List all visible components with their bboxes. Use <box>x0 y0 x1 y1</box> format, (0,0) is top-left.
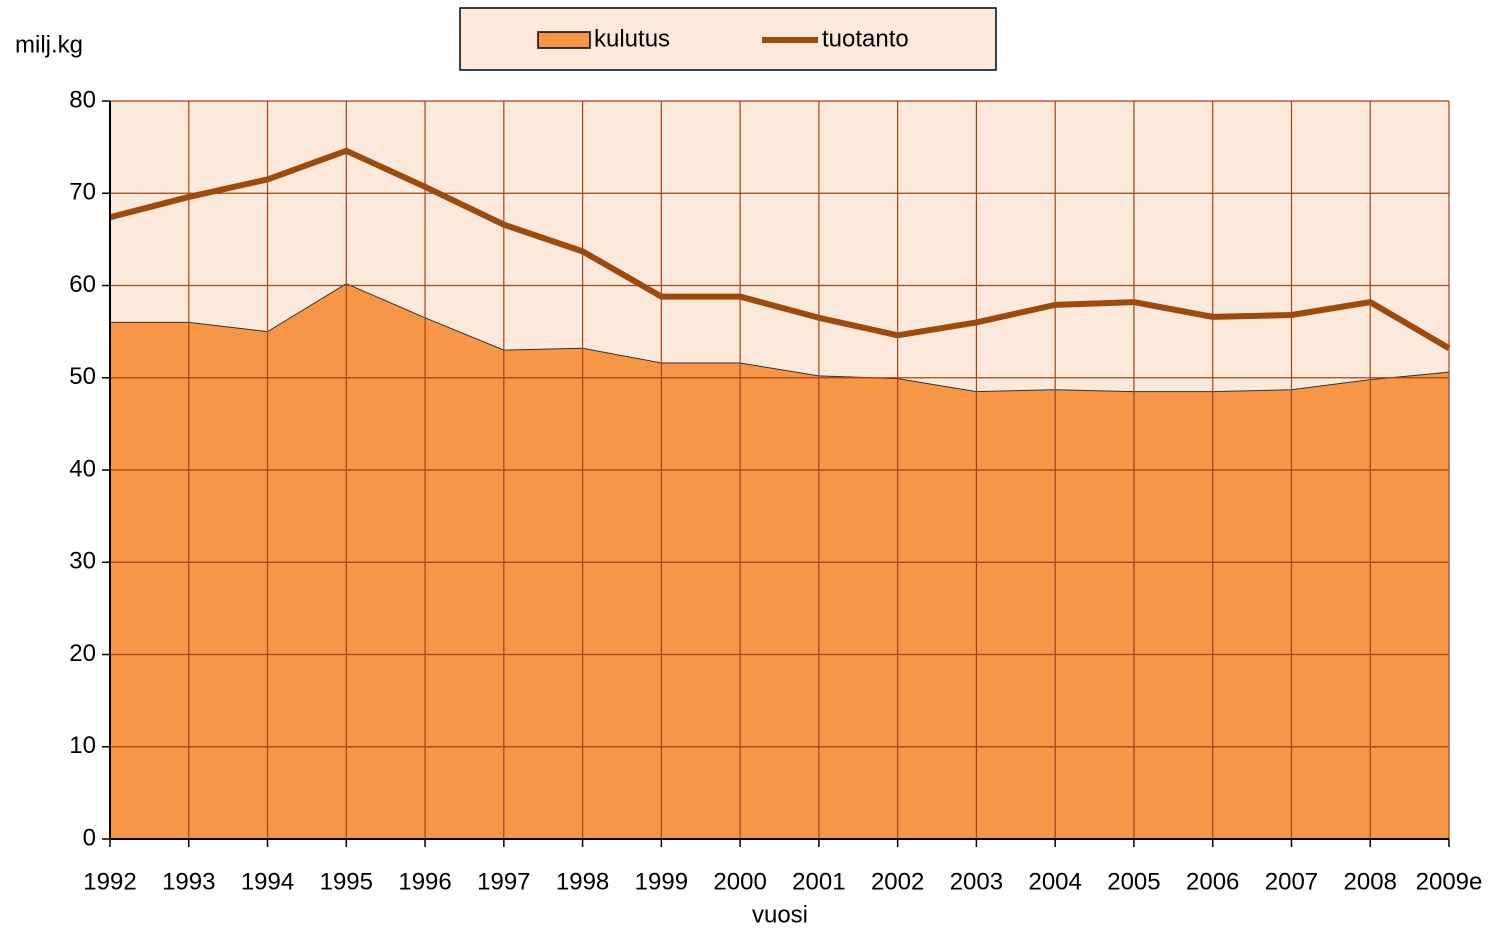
y-tick-label: 0 <box>83 824 96 851</box>
x-tick-label: 2006 <box>1186 868 1239 895</box>
x-tick-label: 2000 <box>713 868 766 895</box>
x-tick-label: 1995 <box>320 868 373 895</box>
y-tick-label: 80 <box>69 86 96 113</box>
x-tick-label: 2001 <box>792 868 845 895</box>
y-tick-label: 30 <box>69 548 96 575</box>
legend-label: kulutus <box>594 25 670 52</box>
y-axis-label: milj.kg <box>15 31 83 58</box>
y-tick-label: 50 <box>69 363 96 390</box>
x-axis-label: vuosi <box>752 901 808 928</box>
x-tick-label: 1998 <box>556 868 609 895</box>
y-tick-label: 10 <box>69 732 96 759</box>
x-tick-label: 2002 <box>871 868 924 895</box>
y-tick-label: 40 <box>69 455 96 482</box>
line <box>109 147 1451 351</box>
y-tick-label: 70 <box>69 179 96 206</box>
x-tick-label: 2007 <box>1265 868 1318 895</box>
x-tick-label: 1997 <box>477 868 530 895</box>
x-tick-label: 1994 <box>241 868 294 895</box>
x-tick-label: 2004 <box>1028 868 1081 895</box>
x-tick-label: 1992 <box>83 868 136 895</box>
plot-area <box>109 100 1451 840</box>
x-tick-label: 1993 <box>162 868 215 895</box>
x-tick-label: 1999 <box>635 868 688 895</box>
x-tick-label: 2003 <box>950 868 1003 895</box>
y-tick-label: 60 <box>69 271 96 298</box>
x-tick-label: 2009e <box>1416 868 1483 895</box>
legend-swatch <box>537 31 591 49</box>
x-tick-label: 2008 <box>1344 868 1397 895</box>
x-tick-label: 1996 <box>398 868 451 895</box>
x-tick-label: 2005 <box>1107 868 1160 895</box>
legend-label: tuotanto <box>822 25 909 52</box>
y-tick-label: 20 <box>69 640 96 667</box>
